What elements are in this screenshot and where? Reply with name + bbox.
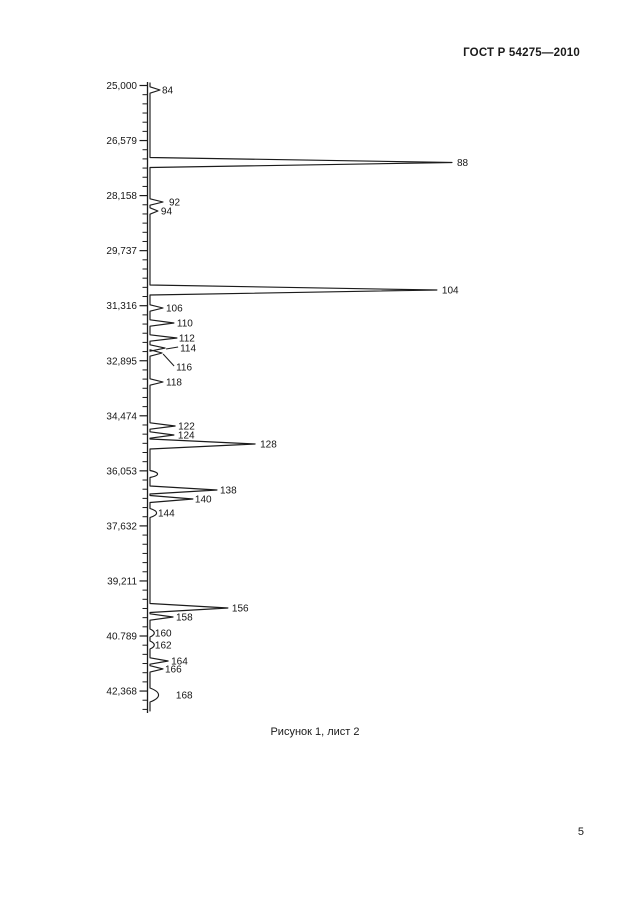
axis-tick-label: 34,474 [106,411,137,422]
axis-tick-label: 36,053 [106,466,137,477]
peak-label: 160 [155,629,172,640]
peak-label: 104 [442,286,459,297]
peak-label: 164 [171,657,188,668]
axis-tick-label: 31,316 [106,301,137,312]
axis-tick-label: 28,158 [106,191,137,202]
chromatogram-chart: 25,000 26,579 28,158 29,737 31,316 32,895 34,4… [106,81,469,713]
peak-label: 144 [158,509,175,520]
peak-label: 128 [260,440,277,451]
time-axis: 25,000 26,579 28,158 29,737 31,316 32,895 34,4… [106,81,149,713]
peak-leader-line [162,353,175,367]
peak-label: 92 [169,198,181,209]
peak-label: 110 [177,319,193,330]
peak-label: 112 [179,334,195,345]
peak-label: 166 [165,664,182,675]
peak-label: 162 [155,641,172,652]
peak-label: 94 [161,207,173,218]
axis-tick-label: 39,211 [107,576,137,587]
axis-tick-label: 37,632 [106,521,137,532]
axis-tick-label: 26,579 [106,136,137,147]
peak-label: 106 [166,304,183,315]
peak-label: 114 [180,344,196,355]
axis-tick-label: 42,368 [106,687,137,698]
axis-tick-label: 25,000 [106,81,137,92]
chromatogram-trace [149,82,453,712]
peak-label: 124 [178,431,195,442]
peak-label: 84 [162,86,174,97]
peak-label: 122 [178,422,195,433]
document-header-title: ГОСТ Р 54275—2010 [463,47,580,59]
peak-label: 138 [220,486,237,497]
peak-label: 88 [457,158,469,169]
axis-tick-label: 40.789 [106,632,137,643]
peak-label: 158 [176,613,193,624]
peak-label: 168 [176,691,193,702]
peak-label: 116 [176,363,192,374]
figure-area: 25,000 26,579 28,158 29,737 31,316 32,895 34,4… [106,81,469,713]
peak-label: 156 [232,604,249,615]
peak-leader-line [166,346,179,350]
peak-label: 118 [166,378,182,389]
axis-tick-label: 29,737 [106,246,137,257]
axis-tick-label: 32,895 [106,356,137,367]
peak-label: 140 [195,495,212,506]
page-number: 5 [577,826,584,838]
figure-caption: Рисунок 1, лист 2 [270,726,360,738]
